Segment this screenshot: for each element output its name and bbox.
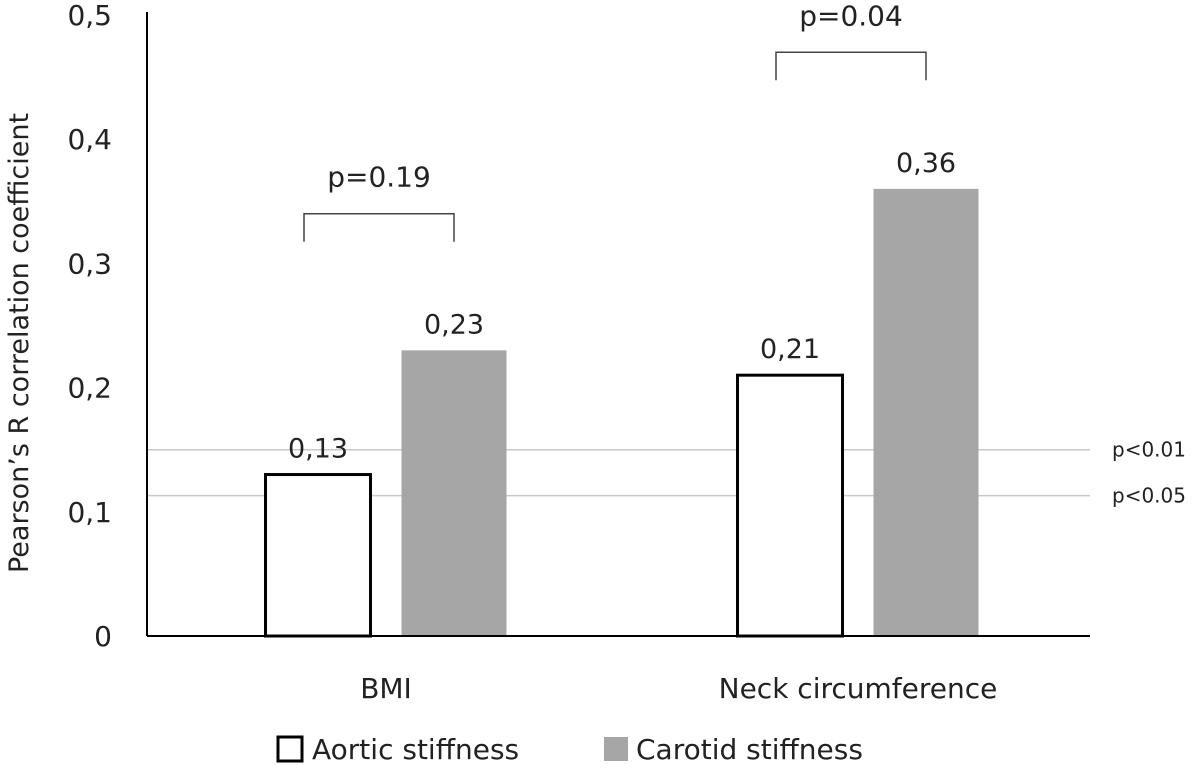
x-tick-label: Neck circumference bbox=[719, 672, 998, 705]
y-tick-label: 0,5 bbox=[67, 0, 112, 32]
legend: Aortic stiffness Carotid stiffness bbox=[276, 733, 863, 766]
y-axis: 0 0,1 0,2 0,3 0,4 0,5 bbox=[67, 0, 148, 653]
y-tick-label: 0 bbox=[94, 620, 112, 653]
bar bbox=[401, 350, 507, 636]
y-tick-label: 0,4 bbox=[67, 123, 112, 156]
data-label: 0,23 bbox=[424, 309, 484, 340]
legend-swatch bbox=[276, 735, 304, 763]
y-axis-label: Pearson’s R correlation coefficient bbox=[4, 113, 35, 573]
data-label: 0,36 bbox=[896, 148, 956, 179]
data-label: 0,21 bbox=[760, 334, 820, 365]
significance-bracket bbox=[775, 51, 927, 81]
bar bbox=[736, 373, 844, 638]
bars: 0,13 0,21 0,23 0,36 bbox=[264, 148, 979, 638]
reference-line-label: p<0.01 bbox=[1112, 438, 1186, 462]
x-axis: BMI Neck circumference bbox=[147, 635, 1090, 705]
y-tick-label: 0,1 bbox=[67, 496, 112, 529]
legend-swatch bbox=[604, 737, 628, 761]
x-tick-label: BMI bbox=[360, 672, 412, 705]
y-tick-label: 0,3 bbox=[67, 247, 112, 280]
significance-brackets: p=0.19 p=0.04 bbox=[303, 0, 927, 242]
p-value-label: p=0.19 bbox=[327, 161, 431, 194]
data-label: 0,13 bbox=[288, 434, 348, 465]
bar bbox=[264, 473, 372, 638]
y-tick-label: 0,2 bbox=[67, 372, 112, 405]
significance-bracket bbox=[303, 212, 455, 242]
legend-label: Aortic stiffness bbox=[312, 733, 519, 766]
reference-line-label: p<0.05 bbox=[1112, 484, 1186, 508]
p-value-label: p=0.04 bbox=[799, 0, 903, 32]
legend-label: Carotid stiffness bbox=[636, 733, 863, 766]
bar bbox=[873, 188, 979, 636]
